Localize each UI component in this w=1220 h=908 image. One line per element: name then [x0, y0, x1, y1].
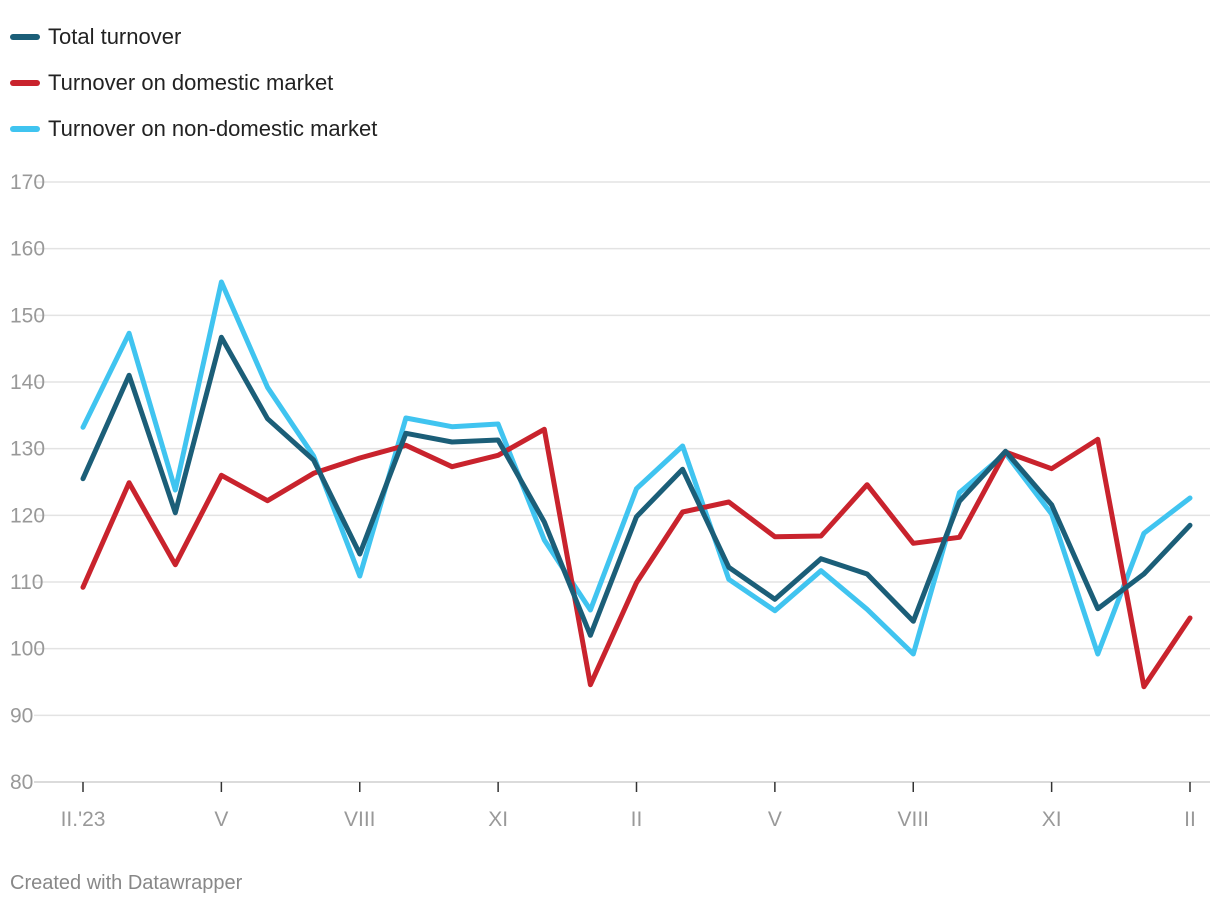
y-tick-label: 100: [10, 638, 45, 661]
footer-credit: Created with Datawrapper: [10, 872, 243, 894]
x-tick-label: II: [631, 808, 643, 831]
series-line-turnover-on-non-domestic-market: [80, 279, 1193, 657]
y-tick-label: 140: [10, 371, 45, 394]
y-tick-label: 130: [10, 438, 45, 461]
legend-swatch-total: [10, 34, 40, 40]
x-tick-label: V: [768, 808, 782, 831]
x-tick-label: VIII: [344, 808, 376, 831]
legend-swatch-domestic: [10, 80, 40, 86]
x-tick-label: II: [1184, 808, 1196, 831]
legend-swatch-non-domestic: [10, 126, 40, 132]
x-tick-label: II.'23: [61, 808, 106, 831]
x-tick-label: XI: [1042, 808, 1062, 831]
series-line-total-turnover: [80, 334, 1193, 638]
x-tick-label: V: [214, 808, 228, 831]
legend-label-non-domestic: Turnover on non-domestic market: [48, 116, 378, 141]
legend: Total turnover Turnover on domestic mark…: [10, 14, 377, 152]
legend-item-domestic: Turnover on domestic market: [10, 60, 377, 106]
legend-label-total: Total turnover: [48, 24, 182, 49]
x-tick-label: VIII: [897, 808, 929, 831]
y-tick-label: 160: [10, 238, 45, 261]
y-tick-label: 80: [10, 771, 33, 794]
x-tick-label: XI: [488, 808, 508, 831]
y-tick-label: 90: [10, 704, 33, 727]
legend-label-domestic: Turnover on domestic market: [48, 70, 334, 95]
y-tick-label: 150: [10, 304, 45, 327]
legend-item-non-domestic: Turnover on non-domestic market: [10, 106, 377, 152]
y-tick-label: 120: [10, 504, 45, 527]
legend-item-total-turnover: Total turnover: [10, 14, 377, 60]
y-tick-label: 170: [10, 171, 45, 194]
y-tick-label: 110: [10, 571, 43, 594]
